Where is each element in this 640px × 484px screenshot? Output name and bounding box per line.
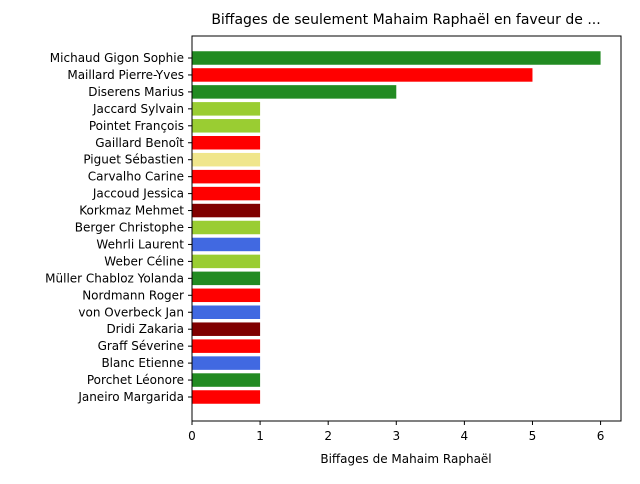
bar [192,288,261,303]
y-tick-label: Diserens Marius [88,85,184,99]
y-tick-labels: Michaud Gigon Sophie Maillard Pierre-Yves… [45,51,192,404]
bar [192,136,261,150]
bar [192,51,601,65]
y-tick-label: Janeiro Margarida [77,390,184,404]
y-tick-label: Dridi Zakaria [106,322,184,336]
bar [192,305,261,319]
x-tick-label: 0 [188,429,196,443]
y-tick-label: Porchet Léonore [87,373,184,387]
bar [192,390,261,404]
y-tick-label: Graff Séverine [98,339,184,353]
bar [192,119,261,133]
bar [192,186,261,201]
y-tick-label: Weber Céline [104,254,184,268]
y-tick-label: Piguet Sébastien [83,153,184,167]
y-tick-label: Nordmann Roger [82,288,184,302]
bar [192,85,397,99]
bar [192,68,533,82]
x-axis-label: Biffages de Mahaim Raphaël [320,452,491,466]
bar [192,102,261,116]
bar [192,237,261,252]
bar [192,169,261,184]
x-tick-label: 3 [392,429,400,443]
y-tick-label: Wehrli Laurent [96,237,184,251]
bar [192,339,261,353]
x-tick-label: 2 [324,429,332,443]
y-tick-label: von Overbeck Jan [78,305,184,319]
y-tick-label: Jaccoud Jessica [92,187,184,201]
bar [192,356,261,370]
y-tick-label: Blanc Etienne [101,356,184,370]
y-tick-label: Müller Chabloz Yolanda [45,271,184,285]
y-tick-label: Carvalho Carine [88,170,184,184]
bar [192,271,261,286]
plot-frame [191,35,622,422]
bar [192,373,261,387]
bar [192,220,261,235]
y-tick-label: Gaillard Benoît [95,136,184,150]
bar [192,203,261,218]
x-tick-label: 6 [597,429,605,443]
x-tick-label: 5 [529,429,537,443]
chart-title: Biffages de seulement Mahaim Raphaël en … [211,12,600,28]
y-tick-label: Pointet François [89,119,184,133]
bar [192,152,261,167]
y-tick-label: Michaud Gigon Sophie [50,51,184,65]
y-tick-label: Jaccard Sylvain [92,102,184,116]
y-tick-label: Korkmaz Mehmet [79,204,184,218]
bar [192,322,261,336]
x-tick-label: 4 [461,429,469,443]
y-tick-label: Berger Christophe [75,221,184,235]
bar [192,254,261,269]
bars-group [192,51,601,404]
x-tick-label: 1 [256,429,264,443]
y-tick-label: Maillard Pierre-Yves [67,68,184,82]
x-ticks: 0 1 2 3 4 5 6 [188,421,604,443]
